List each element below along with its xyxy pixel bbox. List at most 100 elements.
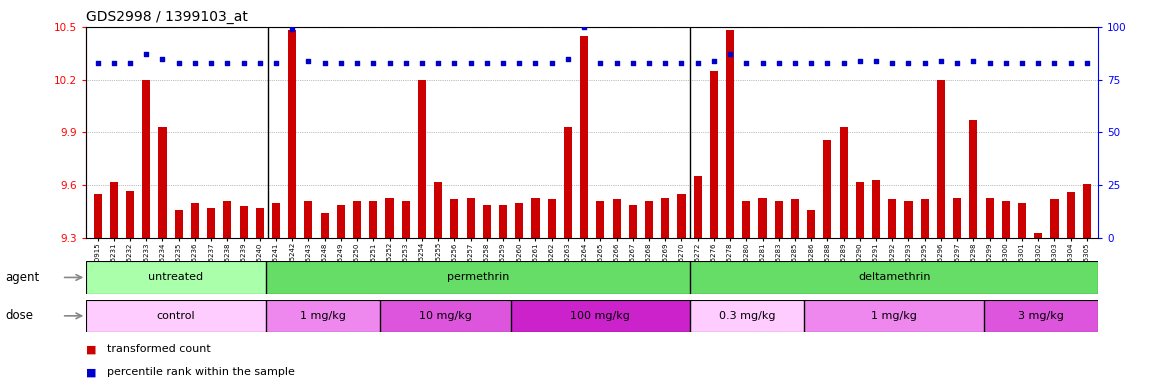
Point: [689, 60, 707, 66]
Bar: [1083, 184, 1091, 238]
Bar: [690, 300, 805, 332]
Point: [331, 60, 350, 66]
Bar: [467, 198, 475, 238]
Text: 1 mg/kg: 1 mg/kg: [872, 311, 918, 321]
Text: 1 mg/kg: 1 mg/kg: [300, 311, 346, 321]
Bar: [888, 199, 896, 238]
Bar: [451, 199, 459, 238]
Bar: [1067, 192, 1075, 238]
Bar: [597, 201, 605, 238]
Bar: [483, 205, 491, 238]
Point: [656, 60, 674, 66]
Text: ■: ■: [86, 367, 97, 377]
Point: [932, 58, 950, 64]
Bar: [969, 120, 977, 238]
Point: [1061, 60, 1080, 66]
Bar: [126, 190, 135, 238]
Bar: [775, 201, 783, 238]
Bar: [93, 194, 101, 238]
Point: [267, 60, 285, 66]
Bar: [1034, 233, 1042, 238]
Point: [818, 60, 836, 66]
Point: [802, 60, 820, 66]
Bar: [511, 300, 690, 332]
Point: [899, 60, 918, 66]
Point: [915, 60, 934, 66]
Point: [997, 60, 1015, 66]
Point: [753, 60, 772, 66]
Bar: [904, 201, 913, 238]
Point: [1029, 60, 1048, 66]
Point: [851, 58, 869, 64]
Point: [867, 58, 886, 64]
Bar: [629, 205, 637, 238]
Bar: [547, 199, 555, 238]
Point: [607, 60, 626, 66]
Text: percentile rank within the sample: percentile rank within the sample: [107, 367, 294, 377]
Bar: [380, 300, 511, 332]
Bar: [255, 208, 263, 238]
Bar: [223, 201, 231, 238]
Bar: [661, 198, 669, 238]
Bar: [710, 71, 718, 238]
Point: [835, 60, 853, 66]
Text: permethrin: permethrin: [447, 272, 509, 283]
Bar: [953, 198, 961, 238]
Point: [721, 51, 739, 58]
Point: [981, 60, 999, 66]
Bar: [305, 201, 313, 238]
Bar: [564, 127, 572, 238]
Point: [445, 60, 463, 66]
Bar: [690, 261, 1098, 294]
Bar: [289, 30, 297, 238]
Bar: [337, 205, 345, 238]
Point: [705, 58, 723, 64]
Point: [153, 56, 171, 62]
Text: untreated: untreated: [148, 272, 204, 283]
Point: [964, 58, 982, 64]
Point: [737, 60, 756, 66]
Bar: [921, 199, 929, 238]
Point: [559, 56, 577, 62]
Bar: [986, 198, 994, 238]
Text: 10 mg/kg: 10 mg/kg: [419, 311, 471, 321]
Point: [381, 60, 399, 66]
Text: 3 mg/kg: 3 mg/kg: [1018, 311, 1064, 321]
Point: [429, 60, 447, 66]
Bar: [434, 182, 443, 238]
Point: [785, 60, 804, 66]
Bar: [1050, 199, 1058, 238]
Bar: [531, 198, 539, 238]
Bar: [645, 201, 653, 238]
Bar: [207, 208, 215, 238]
Bar: [856, 182, 864, 238]
Bar: [321, 214, 329, 238]
Bar: [1018, 203, 1026, 238]
Bar: [266, 300, 380, 332]
Bar: [872, 180, 880, 238]
Bar: [580, 36, 588, 238]
Bar: [759, 198, 767, 238]
Point: [673, 60, 691, 66]
Point: [623, 60, 642, 66]
Bar: [984, 300, 1098, 332]
Bar: [791, 199, 799, 238]
Bar: [677, 194, 685, 238]
Text: 0.3 mg/kg: 0.3 mg/kg: [719, 311, 775, 321]
Text: agent: agent: [6, 271, 40, 284]
Point: [413, 60, 431, 66]
Point: [235, 60, 253, 66]
Text: deltamethrin: deltamethrin: [858, 272, 930, 283]
Text: 100 mg/kg: 100 mg/kg: [570, 311, 630, 321]
Bar: [143, 80, 151, 238]
Bar: [499, 205, 507, 238]
Bar: [807, 210, 815, 238]
Bar: [353, 201, 361, 238]
Point: [202, 60, 221, 66]
Point: [251, 60, 269, 66]
Point: [365, 60, 383, 66]
Point: [477, 60, 496, 66]
Bar: [726, 30, 734, 238]
Bar: [86, 300, 266, 332]
Point: [493, 60, 512, 66]
